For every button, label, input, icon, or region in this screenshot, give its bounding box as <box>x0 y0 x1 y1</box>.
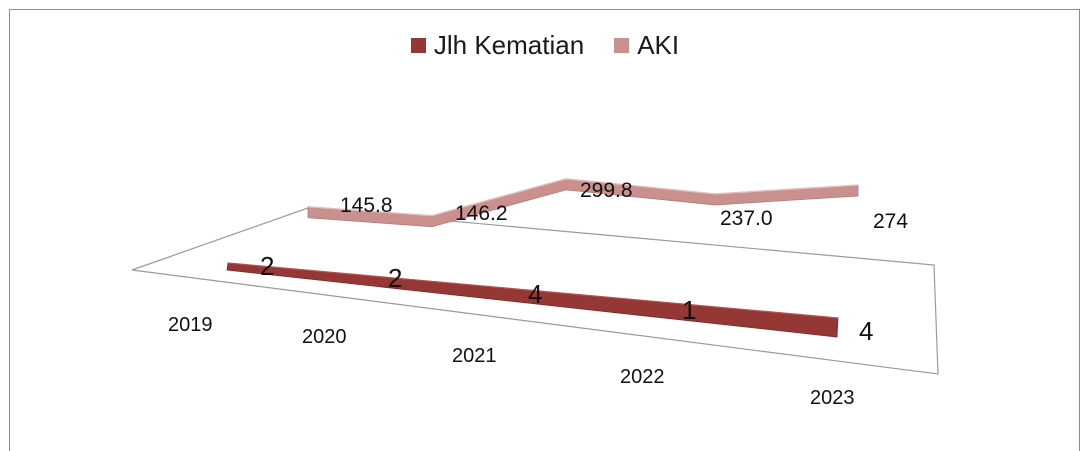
legend-swatch-jlh-kematian <box>410 38 426 53</box>
legend-item-aki: AKI <box>614 30 679 61</box>
x-axis-tick-label: 2020 <box>302 326 347 348</box>
legend-item-jlh-kematian: Jlh Kematian <box>410 30 585 61</box>
x-axis-tick-label: 2019 <box>168 314 213 336</box>
chart-legend: Jlh Kematian AKI <box>0 30 1090 61</box>
jlh-kematian-data-label: 2 <box>260 251 274 281</box>
legend-label-aki: AKI <box>637 30 680 60</box>
legend-label-jlh-kematian: Jlh Kematian <box>433 30 585 60</box>
aki-data-label: 146.2 <box>455 202 508 225</box>
jlh-kematian-data-label: 4 <box>859 316 873 346</box>
floor-plane <box>131 207 939 375</box>
aki-data-label: 274 <box>873 210 908 233</box>
jlh-kematian-data-label: 1 <box>682 295 696 325</box>
legend-swatch-aki <box>614 38 630 53</box>
aki-series-top-edge <box>307 178 859 217</box>
aki-data-label: 237.0 <box>720 207 773 230</box>
aki-data-label: 145.8 <box>340 194 393 217</box>
x-axis-tick-label: 2021 <box>452 345 497 367</box>
jlh-kematian-series-top-edge <box>227 262 839 319</box>
jlh-kematian-data-label: 4 <box>528 279 542 309</box>
x-axis-tick-label: 2023 <box>810 387 855 409</box>
aki-data-label: 299.8 <box>580 179 633 202</box>
jlh-kematian-data-label: 2 <box>388 263 402 293</box>
x-axis-tick-label: 2022 <box>620 366 665 388</box>
